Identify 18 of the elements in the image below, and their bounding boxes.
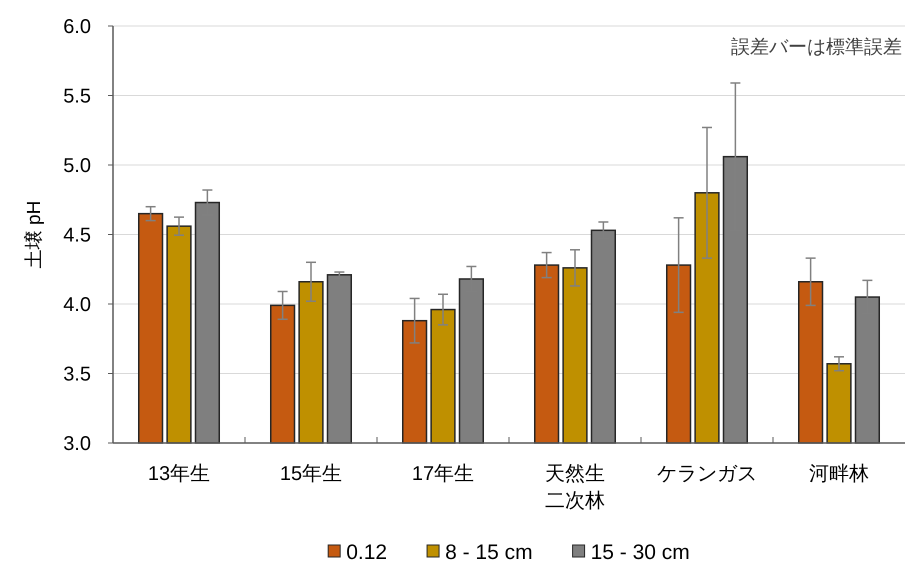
legend-label: 8 - 15 cm <box>445 541 533 564</box>
y-tick-label: 4.0 <box>63 294 91 316</box>
x-tick-label: 13年生 <box>148 463 210 485</box>
y-axis-title: 土壌 pH <box>23 200 45 268</box>
x-tick-label: ケランガス <box>657 463 757 485</box>
x-tick-label: 17年生 <box>412 463 474 485</box>
y-tick-label: 3.5 <box>63 364 91 386</box>
y-tick-label: 5.0 <box>63 155 91 177</box>
y-tick-label: 6.0 <box>63 16 91 38</box>
x-tick-label: 河畔林 <box>809 463 869 485</box>
x-tick-label: 天然生二次林 <box>545 463 605 512</box>
y-tick-label: 4.5 <box>63 224 91 246</box>
y-tick-label: 3.0 <box>63 433 91 455</box>
legend-label: 15 - 30 cm <box>590 541 690 564</box>
legend-label: 0.12 <box>346 541 388 564</box>
y-tick-label: 5.5 <box>63 86 91 108</box>
x-tick-label: 15年生 <box>280 463 342 485</box>
annotation: 誤差バーは標準誤差 <box>731 37 902 58</box>
